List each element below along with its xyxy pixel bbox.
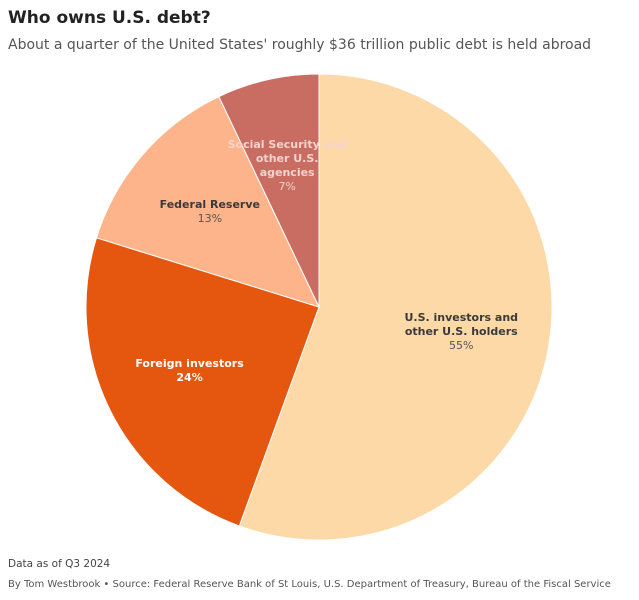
slice-label: Federal Reserve 13% bbox=[150, 198, 270, 226]
slice-name: U.S. investors and other U.S. holders bbox=[404, 311, 519, 339]
slice-name: Foreign investors bbox=[135, 357, 244, 371]
slice-value: 13% bbox=[197, 212, 223, 226]
footnote: Data as of Q3 2024 bbox=[8, 558, 111, 570]
slice-value: 24% bbox=[176, 371, 203, 385]
chart-title: Who owns U.S. debt? bbox=[8, 8, 211, 28]
pie-slice bbox=[238, 73, 553, 541]
pie-slice bbox=[85, 237, 320, 527]
source: By Tom Westbrook • Source: Federal Reser… bbox=[8, 579, 611, 590]
slice-label: Foreign investors 24% bbox=[130, 357, 250, 385]
slice-label: U.S. investors and other U.S. holders 55% bbox=[401, 311, 521, 353]
slice-name: Social Security and other U.S. agencies bbox=[227, 138, 347, 180]
slice-name: Federal Reserve bbox=[159, 198, 260, 212]
chart-subtitle: About a quarter of the United States' ro… bbox=[8, 37, 592, 53]
slice-label: Social Security and other U.S. agencies 7… bbox=[227, 138, 347, 194]
slice-value: 55% bbox=[449, 339, 474, 353]
pie-slice bbox=[95, 95, 320, 308]
slice-value: 7% bbox=[278, 180, 296, 194]
pie-slice bbox=[218, 73, 320, 308]
